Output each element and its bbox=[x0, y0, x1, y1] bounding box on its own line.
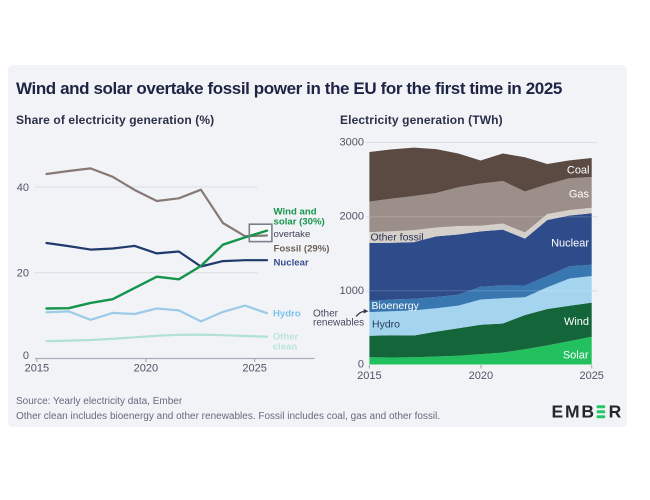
svg-text:EMB: EMB bbox=[552, 402, 596, 422]
svg-text:R: R bbox=[609, 402, 623, 422]
svg-text:Coal: Coal bbox=[567, 165, 590, 177]
svg-text:2020: 2020 bbox=[134, 363, 158, 375]
svg-text:Hydro: Hydro bbox=[273, 308, 301, 319]
svg-text:Fossil (29%): Fossil (29%) bbox=[274, 243, 330, 254]
svg-text:Nuclear: Nuclear bbox=[274, 257, 309, 268]
svg-text:clean: clean bbox=[273, 342, 298, 353]
svg-text:overtake: overtake bbox=[274, 229, 311, 240]
svg-text:40: 40 bbox=[17, 182, 29, 194]
svg-text:renewables: renewables bbox=[313, 318, 364, 329]
svg-text:3000: 3000 bbox=[340, 137, 364, 149]
svg-text:2000: 2000 bbox=[340, 211, 364, 223]
svg-text:Other: Other bbox=[273, 332, 299, 343]
svg-text:solar (30%): solar (30%) bbox=[274, 217, 325, 228]
svg-text:0: 0 bbox=[23, 350, 29, 362]
svg-text:2020: 2020 bbox=[469, 370, 493, 382]
svg-text:Hydro: Hydro bbox=[372, 319, 400, 331]
svg-text:20: 20 bbox=[17, 268, 29, 280]
svg-text:0: 0 bbox=[358, 359, 364, 371]
svg-text:Gas: Gas bbox=[569, 189, 590, 201]
svg-text:2015: 2015 bbox=[25, 363, 49, 375]
svg-text:2025: 2025 bbox=[242, 363, 266, 375]
svg-text:Solar: Solar bbox=[563, 350, 589, 362]
svg-text:Wind and: Wind and bbox=[274, 207, 317, 218]
svg-text:Wind: Wind bbox=[564, 316, 589, 328]
svg-text:2025: 2025 bbox=[579, 370, 603, 382]
svg-text:2015: 2015 bbox=[357, 370, 381, 382]
svg-text:1000: 1000 bbox=[340, 285, 364, 297]
svg-text:Other: Other bbox=[313, 309, 339, 320]
svg-text:Other fossil: Other fossil bbox=[371, 232, 424, 244]
svg-text:Nuclear: Nuclear bbox=[551, 237, 589, 249]
svg-text:Bioenergy: Bioenergy bbox=[372, 300, 420, 312]
